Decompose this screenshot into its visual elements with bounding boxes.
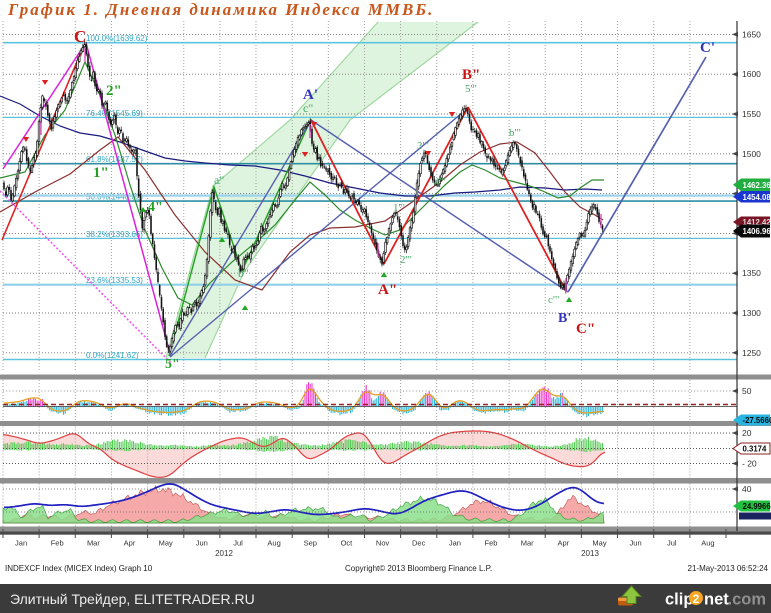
svg-text:C: C: [74, 27, 86, 46]
svg-text:Aug: Aug: [267, 539, 280, 548]
svg-text:Copyright© 2013 Bloomberg Fina: Copyright© 2013 Bloomberg Finance L.P.: [345, 564, 492, 573]
svg-text:Aug: Aug: [701, 539, 714, 548]
svg-text:1550: 1550: [742, 109, 761, 119]
svg-text:3'": 3'": [417, 140, 429, 152]
svg-text:20: 20: [742, 428, 752, 438]
svg-text:61.8%(1487.57): 61.8%(1487.57): [86, 155, 143, 164]
svg-text:Jan: Jan: [449, 539, 461, 548]
svg-text:May: May: [159, 539, 173, 548]
svg-text:0.3174: 0.3174: [743, 445, 768, 454]
svg-text:1650: 1650: [742, 29, 761, 39]
svg-text:Sep: Sep: [304, 539, 317, 548]
svg-text:1462.36: 1462.36: [743, 181, 771, 190]
svg-text:1'": 1'": [393, 202, 405, 214]
svg-text:May: May: [592, 539, 606, 548]
svg-text:1250: 1250: [742, 348, 761, 358]
svg-text:Mar: Mar: [521, 539, 534, 548]
svg-text:C': C': [700, 40, 715, 56]
svg-text:50.0%(1440.62): 50.0%(1440.62): [86, 193, 143, 202]
svg-text:Feb: Feb: [51, 539, 64, 548]
svg-text:100.0%(1639.62): 100.0%(1639.62): [86, 34, 148, 43]
svg-text:b": b": [238, 266, 249, 280]
svg-text:a": a": [214, 173, 224, 187]
svg-text:1300: 1300: [742, 308, 761, 318]
svg-text:Apr: Apr: [557, 539, 569, 548]
svg-text:1600: 1600: [742, 69, 761, 79]
svg-text:2'": 2'": [400, 254, 412, 266]
svg-text:21-May-2013 06:52:24: 21-May-2013 06:52:24: [688, 564, 769, 573]
svg-text:40: 40: [742, 484, 752, 494]
svg-text:5": 5": [165, 357, 180, 372]
svg-text:Dec: Dec: [412, 539, 426, 548]
svg-text:76.4%(1545.69): 76.4%(1545.69): [86, 109, 143, 118]
svg-text:24.9966: 24.9966: [743, 502, 771, 511]
svg-text:38.2%(1393.66): 38.2%(1393.66): [86, 230, 143, 239]
svg-text:2012: 2012: [215, 549, 233, 558]
svg-text:B": B": [462, 67, 480, 83]
svg-text:Jul: Jul: [667, 539, 677, 548]
svg-text:5'": 5'": [465, 83, 477, 95]
svg-text:1": 1": [93, 165, 109, 181]
svg-text:INDEXCF Index (MICEX Index) Gr: INDEXCF Index (MICEX Index) Graph 10: [5, 564, 153, 573]
svg-text:Nov: Nov: [376, 539, 390, 548]
svg-text:4": 4": [148, 200, 163, 215]
svg-text:Feb: Feb: [485, 539, 498, 548]
svg-text:c'": c'": [548, 294, 559, 306]
svg-text:C": C": [576, 321, 595, 337]
svg-text:.com: .com: [728, 591, 767, 609]
svg-text:A": A": [378, 282, 397, 298]
svg-text:1454.08: 1454.08: [743, 193, 771, 202]
svg-text:2: 2: [693, 592, 700, 606]
svg-text:0.0%(1241.62): 0.0%(1241.62): [86, 351, 139, 360]
svg-text:График 1. Дневная динамика Ин: График 1. Дневная динамика Индекса ММВБ.: [7, 0, 434, 19]
svg-text:Jun: Jun: [196, 539, 208, 548]
svg-text:-27.5666: -27.5666: [743, 416, 771, 425]
svg-text:Apr: Apr: [124, 539, 136, 548]
svg-text:4'": 4'": [434, 176, 446, 188]
svg-text:1350: 1350: [742, 268, 761, 278]
svg-text:- 20: - 20: [742, 459, 757, 469]
svg-text:b'": b'": [509, 127, 521, 139]
svg-text:Jun: Jun: [630, 539, 642, 548]
svg-text:1406.96: 1406.96: [743, 227, 771, 236]
svg-text:B': B': [558, 311, 571, 326]
svg-text:Oct: Oct: [341, 539, 354, 548]
svg-text:2": 2": [106, 83, 122, 99]
svg-text:23.6%(1335.53): 23.6%(1335.53): [86, 276, 143, 285]
svg-text:Jan: Jan: [15, 539, 27, 548]
svg-text:clip: clip: [665, 591, 693, 609]
svg-text:Mar: Mar: [87, 539, 100, 548]
svg-text:2013: 2013: [581, 549, 599, 558]
svg-text:A': A': [303, 87, 318, 103]
svg-text:1412.42: 1412.42: [743, 218, 771, 227]
svg-text:1500: 1500: [742, 149, 761, 159]
svg-text:Jul: Jul: [233, 539, 243, 548]
svg-text:c": c": [303, 101, 313, 115]
svg-text:50: 50: [742, 386, 752, 396]
svg-text:Элитный Трейдер, ELITETRADER.R: Элитный Трейдер, ELITETRADER.RU: [10, 591, 255, 607]
svg-text:net: net: [704, 591, 729, 609]
